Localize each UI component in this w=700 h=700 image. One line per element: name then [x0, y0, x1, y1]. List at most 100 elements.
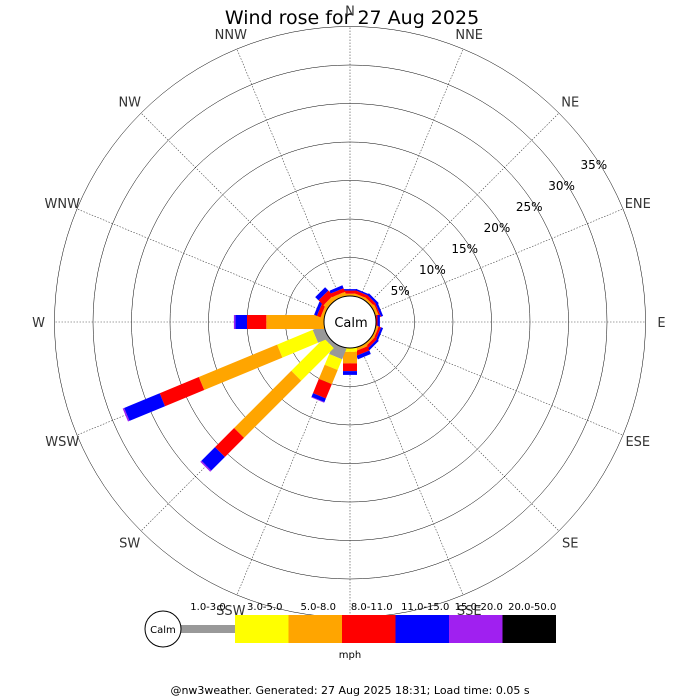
- legend-label-1.0-3.0: 1.0-3.0: [190, 602, 225, 613]
- petal-segment-nnw-8.0-11.0: [330, 288, 345, 298]
- petal-s: [343, 348, 357, 375]
- petal-segment-n-11.0-15.0: [343, 289, 357, 291]
- petal-segment-ene-11.0-15.0: [375, 302, 384, 317]
- petal-segment-se-8.0-11.0: [365, 337, 378, 350]
- direction-label-nw: NW: [118, 96, 141, 111]
- petal-wsw: [122, 325, 329, 422]
- legend-swatch-8.0-11.0: [342, 615, 396, 643]
- petal-segment-e-8.0-11.0: [376, 315, 378, 329]
- petal-segment-s-5.0-8.0: [343, 351, 357, 364]
- direction-label-ese: ESE: [625, 435, 650, 450]
- petal-segment-nnw-11.0-15.0: [329, 285, 344, 294]
- petal-segment-ssw-15.0-20.0: [311, 396, 325, 403]
- direction-label-wnw: WNW: [44, 197, 80, 212]
- petal-segment-s-11.0-15.0: [343, 371, 357, 375]
- legend-label-20.0-50.0: 20.0-50.0: [508, 602, 556, 613]
- petal-segment-ne-11.0-15.0: [367, 293, 379, 305]
- ring-labels: 5% 10% 15% 20% 25% 30% 35%: [391, 158, 608, 298]
- petal-segment-sw-3.0-5.0: [291, 338, 334, 381]
- calm-center: Calm: [323, 295, 377, 349]
- petal-segment-wsw-11.0-15.0: [124, 393, 165, 421]
- petal-segment-sw-11.0-15.0: [201, 447, 225, 471]
- petal-segment-ne-8.0-11.0: [365, 294, 378, 307]
- legend-swatch-3.0-5.0: [235, 615, 289, 643]
- petal-nnw: [329, 285, 347, 301]
- petal-segment-ssw-8.0-11.0: [313, 378, 332, 399]
- direction-label-ene: ENE: [625, 197, 651, 212]
- petal-segment-ssw-3.0-5.0: [324, 354, 343, 370]
- petal-segment-sw-15.0-20.0: [200, 460, 212, 472]
- direction-label-ne: NE: [561, 96, 579, 111]
- petal-segment-wsw-8.0-11.0: [159, 377, 205, 407]
- direction-label-n: N: [345, 5, 355, 20]
- petal-sw: [200, 335, 337, 472]
- ring-label: 30%: [548, 179, 575, 193]
- wind-petals: [122, 285, 384, 472]
- petal-segment-s-8.0-11.0: [343, 363, 357, 372]
- petal-segment-n-8.0-11.0: [343, 290, 357, 294]
- petal-segment-ssw-5.0-8.0: [318, 364, 338, 385]
- legend-label-15.0-20.0: 15.0-20.0: [455, 602, 503, 613]
- petal-ene: [371, 302, 384, 319]
- ring-label: 15%: [451, 242, 478, 256]
- petal-segment-w-5.0-8.0: [266, 315, 324, 329]
- petal-segment-ene-8.0-11.0: [374, 303, 381, 318]
- calm-label: Calm: [334, 316, 367, 331]
- petal-segment-sse-8.0-11.0: [354, 346, 370, 356]
- petal-segment-w-15.0-20.0: [233, 315, 236, 329]
- legend-calm-label: Calm: [150, 625, 176, 636]
- petal-segment-wsw-5.0-8.0: [198, 344, 283, 390]
- petal-segment-se-11.0-15.0: [367, 339, 379, 351]
- petal-segment-w-11.0-15.0: [235, 315, 247, 329]
- legend-swatch-15.0-20.0: [449, 615, 503, 643]
- direction-label-e: E: [657, 316, 665, 331]
- legend-label-11.0-15.0: 11.0-15.0: [401, 602, 449, 613]
- legend-swatch-20.0-50.0: [502, 615, 556, 643]
- petal-segment-wsw-3.0-5.0: [277, 329, 318, 358]
- petal-segment-wnw-8.0-11.0: [316, 302, 326, 318]
- legend-label-3.0-5.0: 3.0-5.0: [247, 602, 282, 613]
- legend: Calm 1.0-3.0 3.0-5.0 5.0-8.0 8.0-11.0 11.0-1…: [144, 602, 556, 661]
- ring-label: 35%: [580, 158, 607, 172]
- petal-segment-e-11.0-15.0: [377, 315, 380, 329]
- calm-circle: [323, 295, 377, 349]
- petal-segment-nnw-5.0-8.0: [332, 291, 347, 301]
- petal-segment-ssw-11.0-15.0: [311, 393, 326, 403]
- petal-segment-sw-5.0-8.0: [234, 370, 302, 438]
- direction-label-sw: SW: [119, 536, 140, 551]
- legend-unit-label: mph: [339, 650, 361, 661]
- footer-credit: @nw3weather. Generated: 27 Aug 2025 18:3…: [170, 684, 529, 697]
- petal-w: [233, 315, 324, 329]
- petal-segment-sse-5.0-8.0: [353, 343, 368, 352]
- direction-label-nne: NNE: [455, 28, 483, 43]
- petal-segment-w-8.0-11.0: [247, 315, 267, 329]
- petal-segment-sw-8.0-11.0: [215, 428, 244, 457]
- petal-sse: [353, 343, 371, 360]
- petal-segment-wsw-15.0-20.0: [122, 408, 130, 422]
- petal-n: [343, 289, 357, 296]
- direction-label-w: W: [32, 316, 45, 331]
- direction-label-se: SE: [562, 536, 578, 551]
- petal-segment-nne-11.0-15.0: [355, 288, 370, 296]
- direction-label-nnw: NNW: [215, 28, 247, 43]
- legend-label-5.0-8.0: 5.0-8.0: [301, 602, 336, 613]
- ring-label: 10%: [419, 263, 446, 277]
- petal-segment-s-3.0-5.0: [343, 348, 357, 352]
- chart-title: Wind rose for 27 Aug 2025: [225, 7, 479, 29]
- petal-segment-nne-8.0-11.0: [354, 290, 369, 299]
- legend-items: 1.0-3.0 3.0-5.0 5.0-8.0 8.0-11.0 11.0-15.0 15…: [190, 602, 556, 643]
- direction-label-wsw: WSW: [45, 435, 79, 450]
- petal-segment-n-5.0-8.0: [343, 293, 357, 296]
- petal-segment-nw-8.0-11.0: [318, 290, 334, 306]
- petal-segment-wnw-11.0-15.0: [314, 301, 323, 316]
- legend-swatch-11.0-15.0: [395, 615, 449, 643]
- petal-segment-ese-8.0-11.0: [373, 326, 381, 341]
- petal-segment-ene-5.0-8.0: [371, 304, 380, 319]
- ring-label: 5%: [391, 284, 410, 298]
- legend-label-8.0-11.0: 8.0-11.0: [351, 602, 393, 613]
- petal-segment-ese-11.0-15.0: [375, 327, 384, 342]
- petal-segment-sse-11.0-15.0: [356, 350, 371, 360]
- petal-e: [376, 315, 380, 329]
- ring-label: 20%: [484, 221, 511, 235]
